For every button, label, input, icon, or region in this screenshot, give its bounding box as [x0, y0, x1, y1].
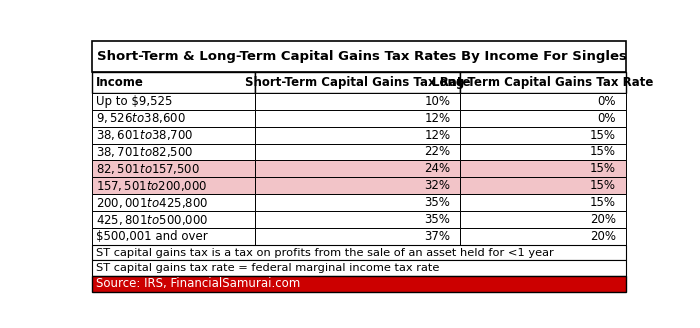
Text: $82,501 to $157,500: $82,501 to $157,500 — [96, 162, 200, 176]
Text: 32%: 32% — [424, 179, 450, 192]
Text: 35%: 35% — [424, 213, 450, 226]
Bar — [460, 127, 626, 144]
Text: 15%: 15% — [590, 146, 616, 158]
Text: Up to $9,525: Up to $9,525 — [96, 95, 173, 108]
Text: 15%: 15% — [590, 129, 616, 142]
Bar — [255, 93, 460, 110]
Text: 12%: 12% — [424, 129, 450, 142]
Bar — [460, 177, 626, 194]
Bar — [255, 72, 460, 93]
Text: 0%: 0% — [597, 112, 616, 125]
Text: $157,501 to $200,000: $157,501 to $200,000 — [96, 179, 208, 193]
Bar — [92, 160, 255, 177]
Text: Long-Term Capital Gains Tax Rate: Long-Term Capital Gains Tax Rate — [432, 76, 654, 89]
Text: 12%: 12% — [424, 112, 450, 125]
Bar — [92, 144, 255, 160]
Bar — [92, 211, 255, 228]
Bar — [460, 72, 626, 93]
Text: 0%: 0% — [597, 95, 616, 108]
Text: 15%: 15% — [590, 179, 616, 192]
Text: 37%: 37% — [424, 230, 450, 243]
Bar — [92, 93, 255, 110]
Bar — [460, 144, 626, 160]
Text: 15%: 15% — [590, 162, 616, 175]
Bar — [460, 211, 626, 228]
Bar — [255, 177, 460, 194]
Text: Source: IRS, FinancialSamurai.com: Source: IRS, FinancialSamurai.com — [96, 277, 300, 290]
Bar — [92, 245, 626, 260]
Text: ST capital gains tax is a tax on profits from the sale of an asset held for <1 y: ST capital gains tax is a tax on profits… — [96, 248, 554, 258]
Bar — [92, 127, 255, 144]
Bar — [460, 194, 626, 211]
Bar — [92, 110, 255, 127]
Text: 20%: 20% — [590, 230, 616, 243]
Text: Income: Income — [96, 76, 144, 89]
Bar — [460, 110, 626, 127]
Text: $9,526 to $38,600: $9,526 to $38,600 — [96, 111, 186, 125]
Text: 10%: 10% — [424, 95, 450, 108]
Text: $38,701 to $82,500: $38,701 to $82,500 — [96, 145, 194, 159]
Bar — [255, 194, 460, 211]
Text: $500,001 and over: $500,001 and over — [96, 230, 208, 243]
Text: $200,001 to $425,800: $200,001 to $425,800 — [96, 196, 209, 210]
Text: Short-Term Capital Gains Tax Rate: Short-Term Capital Gains Tax Rate — [245, 76, 470, 89]
Bar — [255, 228, 460, 245]
Bar — [92, 41, 626, 72]
Bar — [460, 160, 626, 177]
Text: Short-Term & Long-Term Capital Gains Tax Rates By Income For Singles: Short-Term & Long-Term Capital Gains Tax… — [97, 50, 627, 63]
Text: 15%: 15% — [590, 196, 616, 209]
Bar — [255, 144, 460, 160]
Bar — [92, 72, 255, 93]
Bar — [92, 260, 626, 276]
Bar — [255, 211, 460, 228]
Bar — [255, 160, 460, 177]
Bar — [460, 228, 626, 245]
Text: ST capital gains tax rate = federal marginal income tax rate: ST capital gains tax rate = federal marg… — [96, 263, 440, 273]
Bar — [255, 110, 460, 127]
Text: 35%: 35% — [424, 196, 450, 209]
Text: 22%: 22% — [424, 146, 450, 158]
Bar — [92, 276, 626, 292]
Text: $425,801 to $500,000: $425,801 to $500,000 — [96, 213, 209, 227]
Bar — [92, 228, 255, 245]
Bar — [92, 194, 255, 211]
Bar — [255, 127, 460, 144]
Text: 24%: 24% — [424, 162, 450, 175]
Bar — [460, 93, 626, 110]
Text: $38,601 to $38,700: $38,601 to $38,700 — [96, 128, 194, 142]
Text: 20%: 20% — [590, 213, 616, 226]
Bar — [92, 177, 255, 194]
